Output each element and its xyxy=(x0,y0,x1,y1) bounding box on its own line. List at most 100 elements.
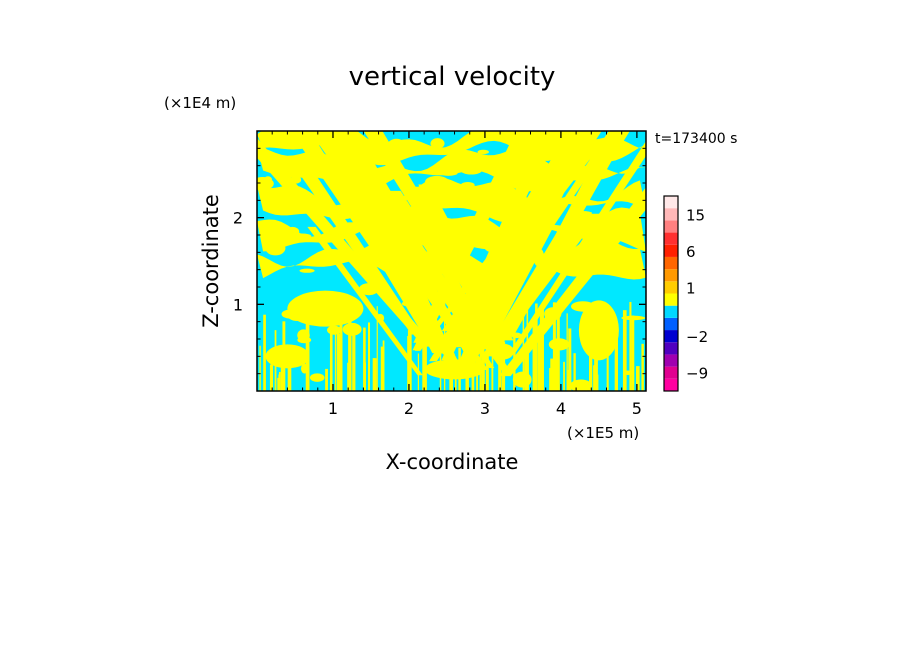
positive-blob xyxy=(297,329,310,342)
positive-blob xyxy=(460,181,475,189)
positive-blob xyxy=(517,170,527,178)
positive-finger xyxy=(563,361,565,391)
positive-finger xyxy=(368,322,371,391)
positive-finger xyxy=(566,377,571,391)
positive-finger xyxy=(471,304,475,391)
positive-streak xyxy=(414,131,594,351)
positive-finger xyxy=(614,338,619,391)
positive-blob xyxy=(594,215,613,230)
colorbar-frame xyxy=(663,195,679,392)
positive-blob xyxy=(534,255,552,268)
positive-finger xyxy=(593,365,597,391)
colorbar-label: 6 xyxy=(686,243,696,261)
positive-blob xyxy=(466,225,489,232)
positive-finger xyxy=(277,377,281,391)
positive-finger xyxy=(622,310,627,391)
positive-streak xyxy=(509,141,646,353)
positive-finger xyxy=(329,332,332,391)
positive-finger xyxy=(372,358,376,391)
positive-finger xyxy=(363,327,366,391)
positive-blob xyxy=(338,143,362,156)
axis-ticks: 1 2 3 4 5 1 2 xyxy=(233,131,646,418)
y-axis-label: Z-coordinate xyxy=(199,194,223,328)
positive-finger xyxy=(417,353,419,391)
positive-blob xyxy=(265,241,286,256)
positive-blob xyxy=(493,202,502,217)
colorbar-label: −9 xyxy=(686,365,708,383)
positive-blob xyxy=(301,363,309,374)
positive-blob xyxy=(376,313,385,323)
positive-finger xyxy=(376,306,378,391)
positive-finger xyxy=(629,301,632,391)
positive-finger xyxy=(566,313,568,391)
positive-finger xyxy=(407,336,411,391)
positive-blob xyxy=(495,246,510,251)
positive-finger xyxy=(348,305,352,391)
positive-blob xyxy=(512,371,532,388)
positive-finger xyxy=(535,303,538,391)
colorbar-level xyxy=(664,281,678,294)
colorbar-level xyxy=(664,208,678,221)
positive-finger xyxy=(549,368,552,391)
x-unit-label: (×1E5 m) xyxy=(567,424,639,442)
positive-blob xyxy=(571,211,593,216)
colorbar-level xyxy=(664,354,678,367)
colorbar-level xyxy=(664,293,678,306)
positive-finger xyxy=(337,334,341,391)
positive-blob xyxy=(623,370,633,375)
positive-blob xyxy=(425,175,449,188)
positive-streak xyxy=(497,131,630,331)
colorbar-level xyxy=(664,342,678,355)
positive-finger xyxy=(380,346,385,391)
positive-blob xyxy=(544,307,562,321)
positive-finger xyxy=(540,338,544,391)
positive-finger xyxy=(424,335,427,391)
positive-blob xyxy=(342,322,362,336)
x-tick-label: 5 xyxy=(632,399,642,418)
colorbar-level xyxy=(664,220,678,233)
positive-streak xyxy=(468,131,619,343)
positive-finger xyxy=(352,323,356,391)
positive-finger xyxy=(481,314,485,391)
positive-blob xyxy=(358,283,379,296)
positive-finger xyxy=(525,346,529,391)
positive-streak xyxy=(344,155,512,372)
colorbar-level xyxy=(664,269,678,282)
positive-finger xyxy=(524,344,527,391)
colorbar-label: 15 xyxy=(686,206,705,224)
positive-blob xyxy=(509,362,519,369)
colorbar-label: 1 xyxy=(686,279,696,297)
y-tick-label: 1 xyxy=(233,295,243,314)
contour-field xyxy=(257,131,646,391)
positive-finger xyxy=(339,304,343,391)
positive-finger xyxy=(364,362,366,391)
y-tick-label: 2 xyxy=(233,209,243,228)
positive-finger xyxy=(537,326,541,391)
colorbar-level xyxy=(664,232,678,245)
colorbar-level xyxy=(664,196,678,209)
positive-finger xyxy=(269,364,274,391)
positive-finger xyxy=(568,328,572,391)
positive-blob xyxy=(548,338,570,351)
positive-blob xyxy=(430,138,445,149)
positive-blob xyxy=(491,343,514,360)
positive-finger xyxy=(350,307,352,391)
positive-blob xyxy=(569,379,593,391)
positive-finger xyxy=(513,314,516,391)
positive-finger xyxy=(334,328,337,391)
positive-finger xyxy=(522,309,525,391)
positive-finger xyxy=(280,360,285,391)
chart-title: vertical velocity xyxy=(349,62,556,92)
positive-blob xyxy=(413,226,437,243)
positive-blob xyxy=(356,219,372,224)
positive-blob xyxy=(410,229,418,237)
colorbar-level xyxy=(664,330,678,343)
y-unit-label: (×1E4 m) xyxy=(164,94,236,112)
positive-blob xyxy=(510,332,522,339)
positive-blob xyxy=(290,175,302,184)
x-tick-label: 1 xyxy=(328,399,338,418)
x-tick-label: 3 xyxy=(480,399,490,418)
positive-blob xyxy=(461,284,479,294)
positive-blob xyxy=(621,315,646,321)
colorbar-level xyxy=(664,366,678,379)
